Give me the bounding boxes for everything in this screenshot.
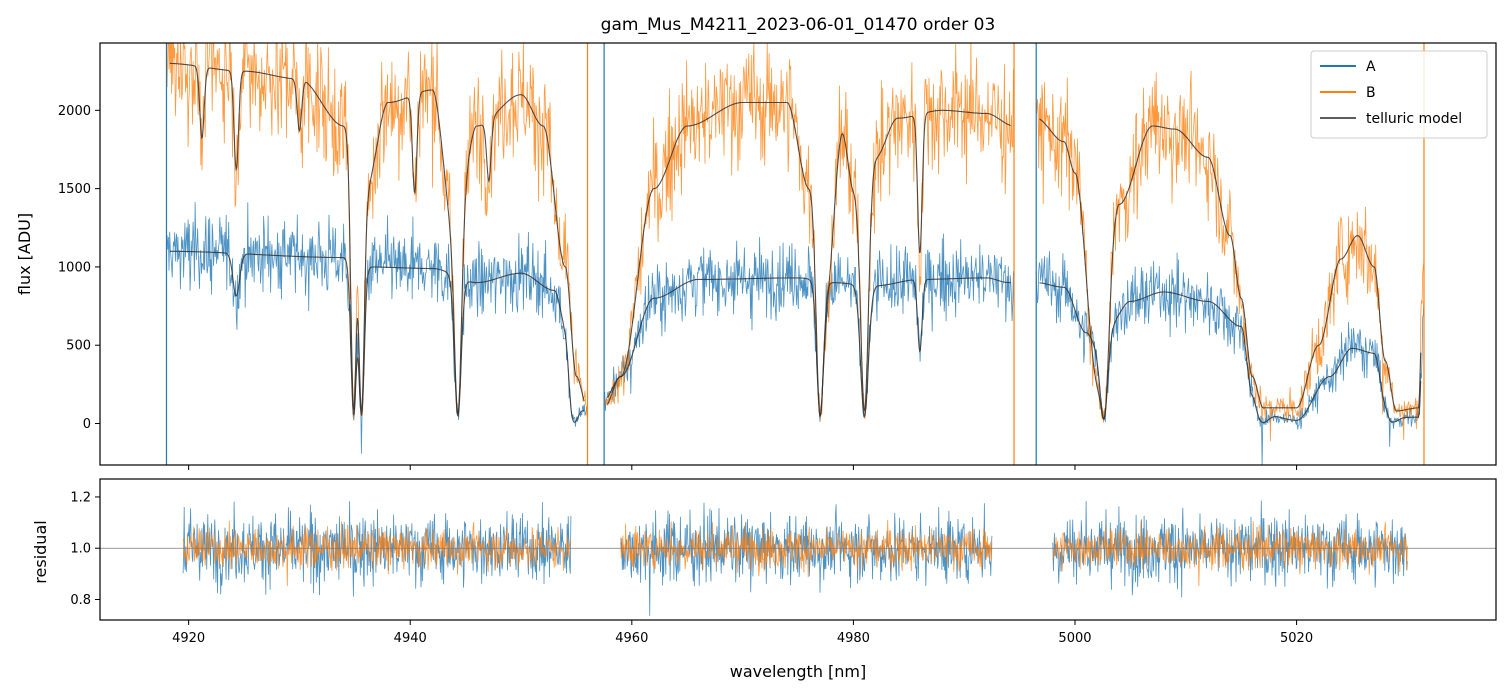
flux-ytick-label: 0 (83, 417, 91, 432)
flux-ytick-label: 500 (66, 339, 91, 354)
telluric-model-b-line (169, 62, 1422, 421)
flux-panel: 0 500 1000 1500 2000 flux [ADU] A B telluric… (15, 42, 1497, 470)
flux-x-ticks (188, 465, 1298, 470)
residual-a-line (182, 500, 1408, 616)
flux-y-axis-label: flux [ADU] (15, 213, 34, 295)
residual-x-ticks: 4920 4940 4960 4980 5000 5020 (172, 620, 1313, 646)
legend-label-b: B (1366, 85, 1376, 101)
residual-panel: 0.8 1.0 1.2 4920 4940 4960 4980 5000 5020 resid… (31, 478, 1497, 681)
residual-ytick-label: 0.8 (70, 593, 91, 608)
residual-xtick-label: 4980 (837, 631, 870, 646)
flux-ytick-label: 2000 (58, 104, 91, 119)
residual-xtick-label: 4940 (394, 631, 427, 646)
residual-y-ticks: 0.8 1.0 1.2 (70, 490, 100, 608)
legend-box (1310, 50, 1488, 139)
legend: A B telluric model (1310, 50, 1488, 139)
series-a-line (166, 201, 1425, 465)
flux-ytick-label: 1500 (58, 182, 91, 197)
residual-y-axis-label: residual (31, 520, 50, 583)
residual-ytick-label: 1.0 (70, 542, 91, 557)
chart-title: gam_Mus_M4211_2023-06-01_01470 order 03 (601, 15, 996, 35)
residual-xtick-label: 5000 (1058, 631, 1091, 646)
flux-ytick-label: 1000 (58, 260, 91, 275)
flux-plot-area (165, 43, 1425, 465)
residual-plot-area (100, 500, 1496, 616)
flux-panel-frame (99, 42, 1497, 466)
residual-xtick-label: 5020 (1280, 631, 1313, 646)
residual-xtick-label: 4920 (172, 631, 205, 646)
residual-panel-frame (99, 478, 1497, 621)
x-axis-label: wavelength [nm] (730, 662, 867, 681)
residual-b-line (182, 519, 1408, 587)
legend-label-model: telluric model (1366, 111, 1462, 127)
residual-xtick-label: 4960 (615, 631, 648, 646)
flux-y-ticks: 0 500 1000 1500 2000 (58, 104, 100, 432)
residual-ytick-label: 1.2 (70, 490, 91, 505)
legend-label-a: A (1366, 59, 1376, 75)
